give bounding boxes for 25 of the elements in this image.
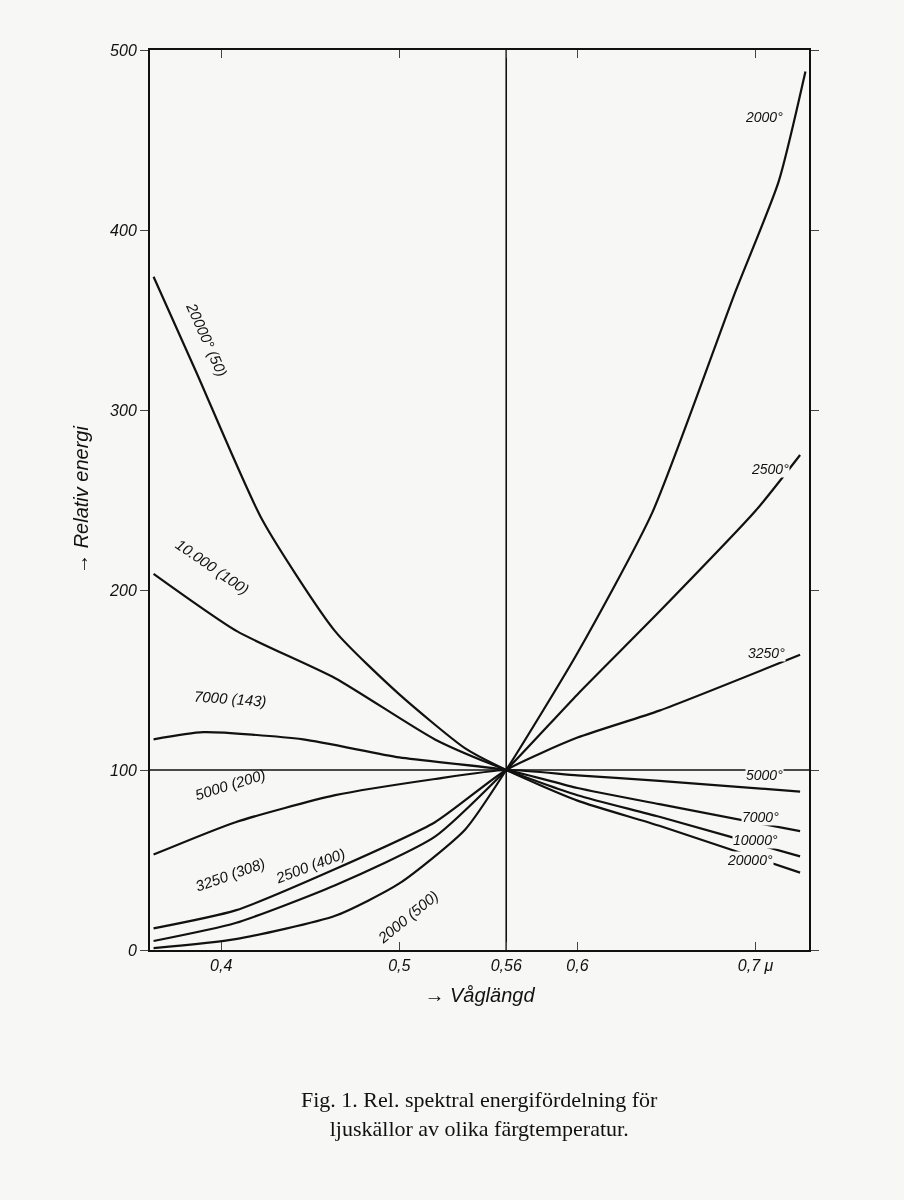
y-tick-label: 0 — [127, 941, 137, 959]
y-tick-label: 500 — [110, 41, 137, 59]
y-axis-title: → Relativ energi — [70, 425, 93, 574]
x-tick-label: 0,7 μ — [737, 957, 774, 975]
caption: Fig. 1. Rel. spektral energifördelning för ljuskällor av olika färgtemperatur. — [301, 1087, 659, 1141]
series-label: 7000 (143) — [193, 687, 268, 710]
annotation: 3250° — [748, 645, 786, 661]
annotation: 7000° — [742, 809, 780, 825]
x-axis-title: → Våglängd — [424, 984, 536, 1007]
y-tick-label: 400 — [110, 221, 137, 239]
annotation: 2000° — [745, 109, 784, 125]
y-tick-label: 300 — [110, 401, 137, 419]
text: 3250 (308) — [193, 854, 268, 895]
x-tick-label: 0,4 — [210, 957, 233, 975]
x-tick-label: 0,56 — [490, 957, 522, 975]
y-tick-label: 100 — [110, 761, 137, 779]
text: 2500 (400) — [272, 844, 348, 887]
x-tick-label: 0,5 — [388, 957, 411, 975]
annotation: 5000° — [746, 767, 784, 783]
annotation: 2500° — [751, 461, 790, 477]
y-tick-label: 200 — [109, 581, 137, 599]
annotation: 20000° — [727, 852, 773, 868]
text: 5000 (200) — [192, 765, 268, 804]
x-tick-label: 0,6 — [566, 957, 589, 975]
annotation: 10000° — [733, 832, 778, 848]
